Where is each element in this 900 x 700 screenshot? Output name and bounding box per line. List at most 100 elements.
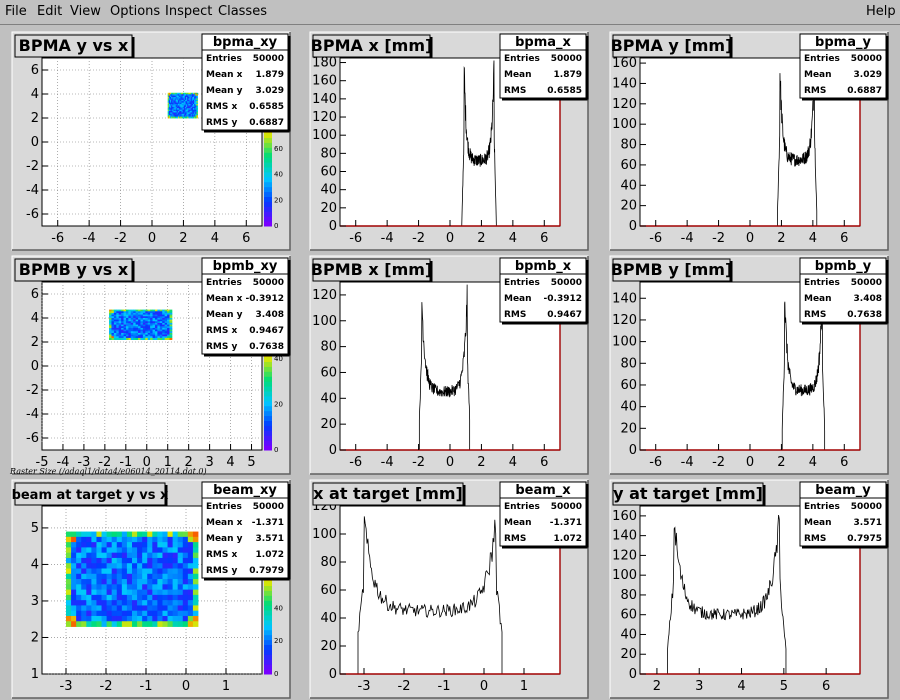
color-scale-segment bbox=[264, 590, 272, 596]
heatmap-cell bbox=[123, 311, 127, 314]
heatmap-cell bbox=[171, 112, 173, 115]
heatmap-cell bbox=[135, 312, 139, 315]
heatmap-cell bbox=[142, 615, 148, 622]
heatmap-cell bbox=[195, 104, 197, 106]
color-scale-segment bbox=[264, 176, 272, 183]
x-tick-label: -2 bbox=[98, 455, 111, 470]
pad-shadow bbox=[310, 256, 589, 475]
heatmap-cell bbox=[189, 104, 192, 106]
heatmap-cell bbox=[130, 336, 134, 339]
menu-classes[interactable]: Classes bbox=[218, 4, 267, 19]
heatmap-cell bbox=[159, 327, 163, 330]
y-tick-label: 4 bbox=[31, 311, 39, 326]
heatmap-cell bbox=[172, 542, 179, 548]
menu-edit[interactable]: Edit bbox=[37, 4, 63, 19]
heatmap-cell bbox=[169, 331, 173, 334]
heatmap-cell bbox=[182, 106, 185, 109]
heatmap-cell bbox=[135, 336, 139, 339]
x-tick-label: 0 bbox=[746, 231, 754, 246]
heatmap-cell bbox=[180, 92, 182, 95]
y-tick-label: 100 bbox=[312, 314, 337, 329]
heatmap-cell bbox=[152, 316, 156, 319]
heatmap-cell bbox=[167, 106, 170, 109]
heatmap-cell bbox=[168, 112, 171, 115]
color-scale-segment bbox=[264, 132, 272, 138]
menu-help[interactable]: Help bbox=[866, 4, 896, 19]
heatmap-cell bbox=[192, 536, 199, 543]
heatmap-cell bbox=[172, 605, 179, 612]
menu-file[interactable]: File bbox=[5, 4, 27, 19]
heatmap-cell bbox=[183, 94, 186, 96]
stats-name: bpmb_y bbox=[815, 259, 872, 274]
x-tick-label: -2 bbox=[398, 679, 411, 694]
heatmap-cell bbox=[138, 336, 141, 339]
heatmap-cell bbox=[167, 547, 174, 554]
heatmap-cell bbox=[76, 584, 82, 590]
y-tick-label: -6 bbox=[26, 431, 39, 446]
heatmap-cell bbox=[154, 337, 158, 340]
heatmap-cell bbox=[188, 104, 190, 106]
menu-options[interactable]: Options bbox=[110, 4, 161, 19]
heatmap-cell bbox=[176, 113, 179, 116]
color-scale-segment bbox=[264, 391, 272, 397]
heatmap-cell bbox=[147, 324, 151, 327]
heatmap-cell bbox=[189, 97, 192, 99]
heatmap-cell bbox=[188, 105, 190, 108]
heatmap-cell bbox=[167, 109, 170, 112]
heatmap-cell bbox=[109, 317, 112, 320]
heatmap-cell bbox=[126, 573, 133, 580]
heatmap-cell bbox=[130, 332, 134, 335]
heatmap-cell bbox=[171, 94, 173, 96]
heatmap-cell bbox=[113, 321, 117, 324]
menu-inspect[interactable]: Inspect bbox=[165, 4, 213, 19]
heatmap-cell bbox=[135, 334, 139, 337]
heatmap-cell bbox=[135, 326, 139, 329]
heatmap-cell bbox=[181, 116, 184, 119]
heatmap-cell bbox=[195, 115, 197, 117]
heatmap-cell bbox=[142, 552, 148, 559]
heatmap-cell bbox=[172, 531, 179, 538]
heatmap-cell bbox=[145, 329, 149, 332]
y-tick-label: 0 bbox=[329, 443, 337, 458]
heatmap-cell bbox=[192, 547, 199, 554]
heatmap-cell bbox=[180, 109, 182, 112]
heatmap-cell bbox=[101, 542, 108, 548]
menu-view[interactable]: View bbox=[70, 4, 101, 19]
heatmap-cell bbox=[170, 106, 172, 109]
heatmap-cell bbox=[81, 594, 87, 601]
y-tick-label: 60 bbox=[620, 378, 637, 393]
heatmap-cell bbox=[137, 536, 143, 543]
heatmap-cell bbox=[147, 309, 151, 312]
heatmap-cell bbox=[81, 589, 87, 596]
heatmap-cell bbox=[162, 322, 166, 325]
y-tick-label: 100 bbox=[312, 128, 337, 143]
heatmap-cell bbox=[111, 314, 115, 317]
heatmap-cell bbox=[126, 600, 133, 606]
heatmap-cell bbox=[118, 317, 122, 320]
heatmap-cell bbox=[189, 112, 192, 115]
heatmap-cell bbox=[142, 331, 146, 334]
heatmap-cell bbox=[181, 104, 184, 106]
heatmap-cell bbox=[169, 321, 173, 324]
pad-shadow bbox=[610, 32, 889, 251]
heatmap-cell bbox=[175, 105, 178, 108]
heatmap-cell bbox=[187, 111, 189, 113]
heatmap-cell bbox=[96, 568, 102, 575]
heatmap-cell bbox=[182, 615, 189, 622]
heatmap-cell bbox=[86, 573, 92, 580]
heatmap-cell bbox=[175, 92, 178, 95]
heatmap-cell bbox=[172, 594, 179, 601]
heatmap-cell bbox=[123, 312, 127, 315]
heatmap-cell bbox=[111, 329, 115, 332]
heatmap-cell bbox=[194, 98, 196, 101]
heatmap-cell bbox=[182, 584, 189, 590]
heatmap-cell bbox=[138, 314, 141, 317]
heatmap-cell bbox=[169, 332, 173, 335]
heatmap-cell bbox=[123, 321, 127, 324]
heatmap-cell bbox=[142, 314, 146, 317]
y-tick-label: 120 bbox=[612, 548, 637, 563]
y-tick-label: 100 bbox=[612, 568, 637, 583]
heatmap-cell bbox=[190, 102, 193, 105]
